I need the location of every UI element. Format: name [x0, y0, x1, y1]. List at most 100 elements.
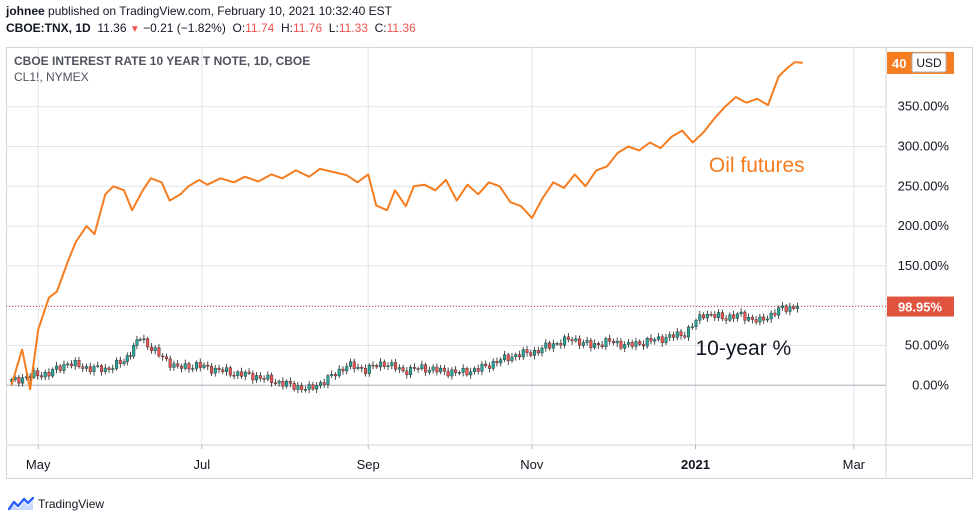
- chart-annotations: Oil futures 10-year %: [696, 154, 805, 360]
- oil-series-line: [10, 61, 803, 391]
- candle-body: [251, 373, 255, 381]
- candle-body: [51, 369, 55, 377]
- candle-body: [720, 312, 724, 319]
- candle-body: [596, 343, 600, 346]
- symbol-label: CBOE:TNX, 1D: [6, 21, 91, 35]
- candle-body: [21, 377, 25, 384]
- candle-body: [58, 365, 62, 371]
- candle-body: [702, 314, 706, 319]
- candle-body: [318, 382, 322, 386]
- candle-body: [397, 367, 401, 370]
- candle-body: [581, 342, 585, 346]
- candle-body: [161, 355, 165, 358]
- candle-body: [371, 364, 375, 367]
- candle-body: [548, 342, 552, 349]
- candle-body: [608, 338, 612, 342]
- candle-body: [118, 359, 122, 364]
- candle-body: [281, 380, 285, 387]
- candle-body: [285, 380, 289, 387]
- candle-body: [690, 326, 694, 328]
- candle-body: [103, 367, 107, 372]
- candle-body: [593, 343, 597, 348]
- candle-body: [563, 336, 567, 346]
- candle-body: [653, 339, 657, 342]
- candle-body: [337, 368, 341, 377]
- candle-body: [81, 366, 85, 369]
- candle-body: [521, 349, 525, 358]
- candle-body: [149, 346, 153, 351]
- candle-body: [645, 338, 649, 347]
- candle-body: [792, 306, 796, 309]
- candle-body: [172, 363, 176, 368]
- candle-body: [450, 369, 454, 377]
- candle-body: [360, 367, 364, 369]
- currency-label: USD: [916, 56, 942, 70]
- legend-main: CBOE INTEREST RATE 10 YEAR T NOTE, 1D, C…: [14, 54, 310, 68]
- candle-body: [232, 374, 236, 377]
- candle-series: [9, 301, 799, 394]
- candle-body: [315, 385, 319, 390]
- candle-body: [743, 311, 747, 321]
- candle-body: [555, 343, 559, 345]
- publish-line: johnee published on TradingView.com, Feb…: [6, 4, 392, 18]
- candle-body: [416, 368, 420, 370]
- candle-body: [656, 336, 660, 340]
- candle-body: [641, 344, 645, 347]
- close-value: 11.36: [386, 21, 416, 35]
- candle-body: [221, 369, 225, 372]
- currency-button[interactable]: USD: [911, 52, 947, 73]
- candle-body: [277, 380, 281, 384]
- candle-body: [84, 366, 88, 369]
- candle-body: [62, 364, 66, 371]
- candle-body: [164, 356, 168, 360]
- candle-body: [273, 382, 277, 385]
- candle-body: [439, 367, 443, 373]
- candle-body: [660, 336, 664, 344]
- candle-body: [476, 368, 480, 372]
- candle-body: [427, 370, 431, 373]
- candle-body: [217, 367, 221, 370]
- candle-body: [266, 374, 270, 380]
- candle-body: [777, 307, 781, 316]
- candle-body: [390, 362, 394, 367]
- candle-body: [679, 331, 683, 336]
- candle-body: [611, 341, 615, 344]
- candle-body: [364, 368, 368, 374]
- candle-body: [225, 367, 229, 372]
- candle-body: [570, 339, 574, 342]
- candle-body: [311, 384, 315, 390]
- candle-body: [341, 368, 345, 372]
- author-name[interactable]: johnee: [6, 4, 45, 18]
- candle-body: [92, 366, 96, 372]
- candle-body: [382, 361, 386, 367]
- candle-body: [240, 371, 244, 377]
- candle-body: [394, 362, 398, 370]
- y-tick-label: 250.00%: [898, 178, 950, 193]
- candle-body: [502, 354, 506, 360]
- candle-body: [735, 313, 739, 319]
- candle-body: [228, 367, 232, 376]
- published-text: published on TradingView.com, February 1…: [48, 4, 393, 18]
- candle-body: [17, 376, 21, 384]
- candle-body: [446, 370, 450, 377]
- candle-body: [540, 347, 544, 354]
- candle-body: [566, 336, 570, 340]
- candle-body: [258, 375, 262, 379]
- candle-body: [551, 343, 555, 349]
- candle-body: [262, 378, 266, 380]
- candle-body: [356, 367, 360, 369]
- candle-body: [132, 345, 136, 357]
- candle-body: [326, 375, 330, 385]
- candle-body: [634, 341, 638, 347]
- candle-body: [409, 366, 413, 376]
- candle-body: [307, 384, 311, 390]
- candle-body: [210, 366, 214, 374]
- brand-footer[interactable]: TradingView: [8, 497, 104, 511]
- candle-body: [754, 319, 758, 323]
- price-change: −0.21 (−1.82%): [143, 21, 226, 35]
- candle-body: [585, 340, 589, 343]
- candle-body: [709, 314, 713, 316]
- candle-body: [724, 318, 728, 321]
- candle-body: [122, 361, 126, 364]
